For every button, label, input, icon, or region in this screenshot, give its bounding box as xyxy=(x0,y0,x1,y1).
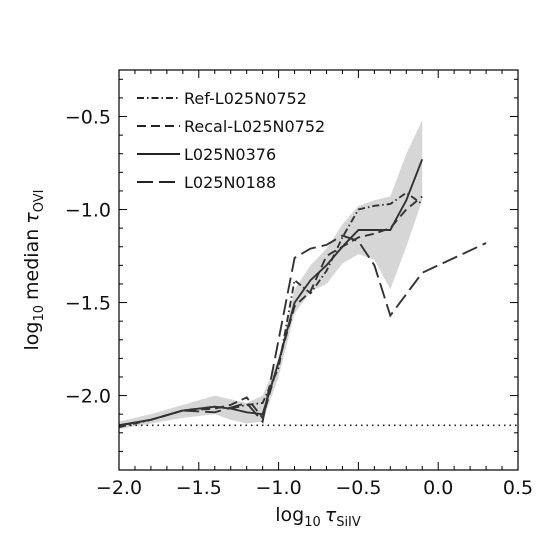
series-line-2 xyxy=(119,195,423,427)
x-tick-label: −1.0 xyxy=(256,477,302,499)
x-tick-label: −2.0 xyxy=(96,477,142,499)
legend-label: L025N0188 xyxy=(184,173,276,192)
y-tick-label: −2.0 xyxy=(65,386,111,408)
series-line-3 xyxy=(119,158,424,427)
x-tick-label: −1.5 xyxy=(176,477,222,499)
x-axis-title: log10 τSiIV xyxy=(275,504,361,530)
legend-label: Recal-L025N0752 xyxy=(184,117,325,136)
x-tick-label: 0.0 xyxy=(423,477,453,499)
legend-label: L025N0376 xyxy=(184,145,276,164)
legend: Ref-L025N0752 Recal-L025N0752 L025N0376 L02… xyxy=(137,89,325,192)
plot-frame xyxy=(118,69,519,471)
series-lines xyxy=(119,158,487,429)
y-tick-label: −1.0 xyxy=(65,200,111,222)
series-line-4 xyxy=(119,234,487,427)
legend-label: Ref-L025N0752 xyxy=(184,89,307,108)
x-tick-label: −0.5 xyxy=(335,477,381,499)
y-tick-label: −1.5 xyxy=(65,293,111,315)
y-axis-title: log10medianτOVI xyxy=(21,190,47,351)
axis-ticks: −2.0 −1.5 −1.0 −0.5 0.0 0.5 −2.0 −1.5 −1.0 −0.5 xyxy=(65,70,533,499)
x-tick-label: 0.5 xyxy=(503,477,533,499)
y-tick-label: −0.5 xyxy=(65,107,111,129)
